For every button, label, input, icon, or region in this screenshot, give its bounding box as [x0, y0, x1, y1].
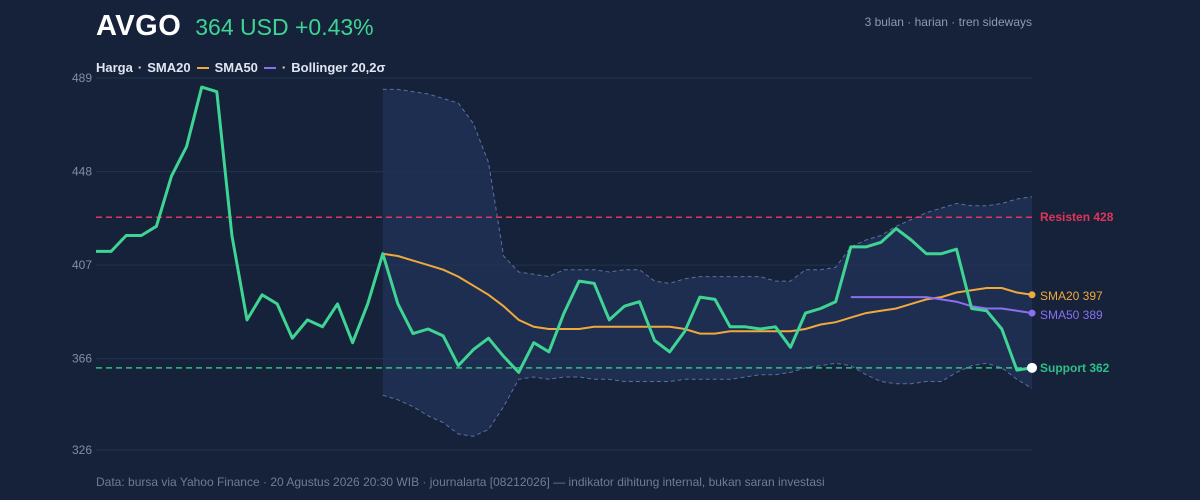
price-quote: 364 USD +0.43% [195, 14, 374, 40]
ticker-symbol: AVGO [96, 10, 182, 42]
y-tick-label: 326 [72, 443, 92, 457]
bollinger-upper-line [382, 88, 1033, 284]
price-line [96, 85, 1033, 374]
chart-meta: 3 bulan · harian · tren sideways [864, 15, 1032, 29]
legend-sma50-swatch [263, 66, 276, 69]
legend-separator: · [137, 60, 143, 75]
bollinger-lower-line [382, 362, 1033, 437]
y-tick-label: 366 [72, 352, 92, 366]
support-label: Support 362 [1040, 361, 1110, 375]
footer-source: Data: bursa via Yahoo Finance · 20 Agust… [96, 475, 825, 489]
legend-bollinger: Bollinger 20,2σ [291, 60, 386, 75]
legend-separator: · [281, 60, 287, 75]
y-tick-label: 448 [72, 165, 92, 179]
sma50-value-label: SMA50 389 [1040, 308, 1103, 322]
resistance-label: Resisten 428 [1040, 210, 1114, 224]
sma50-end-dot [1028, 309, 1036, 317]
chart-header: AVGO 364 USD +0.43% [96, 10, 374, 43]
sma50-line [850, 296, 1033, 315]
y-tick-label: 489 [72, 71, 92, 85]
y-tick-label: 407 [72, 258, 92, 272]
legend-sma20: SMA20 [147, 60, 191, 75]
legend-sma50: SMA50 [214, 60, 258, 75]
sma20-end-dot [1028, 291, 1036, 299]
legend-price: Harga [96, 60, 133, 75]
chart-legend: Harga · SMA20 SMA50 · Bollinger 20,2σ [96, 60, 385, 75]
sma20-value-label: SMA20 397 [1040, 289, 1103, 303]
legend-sma20-swatch [196, 66, 209, 69]
price-end-dot [1027, 362, 1037, 373]
sma20-line [382, 252, 1033, 335]
